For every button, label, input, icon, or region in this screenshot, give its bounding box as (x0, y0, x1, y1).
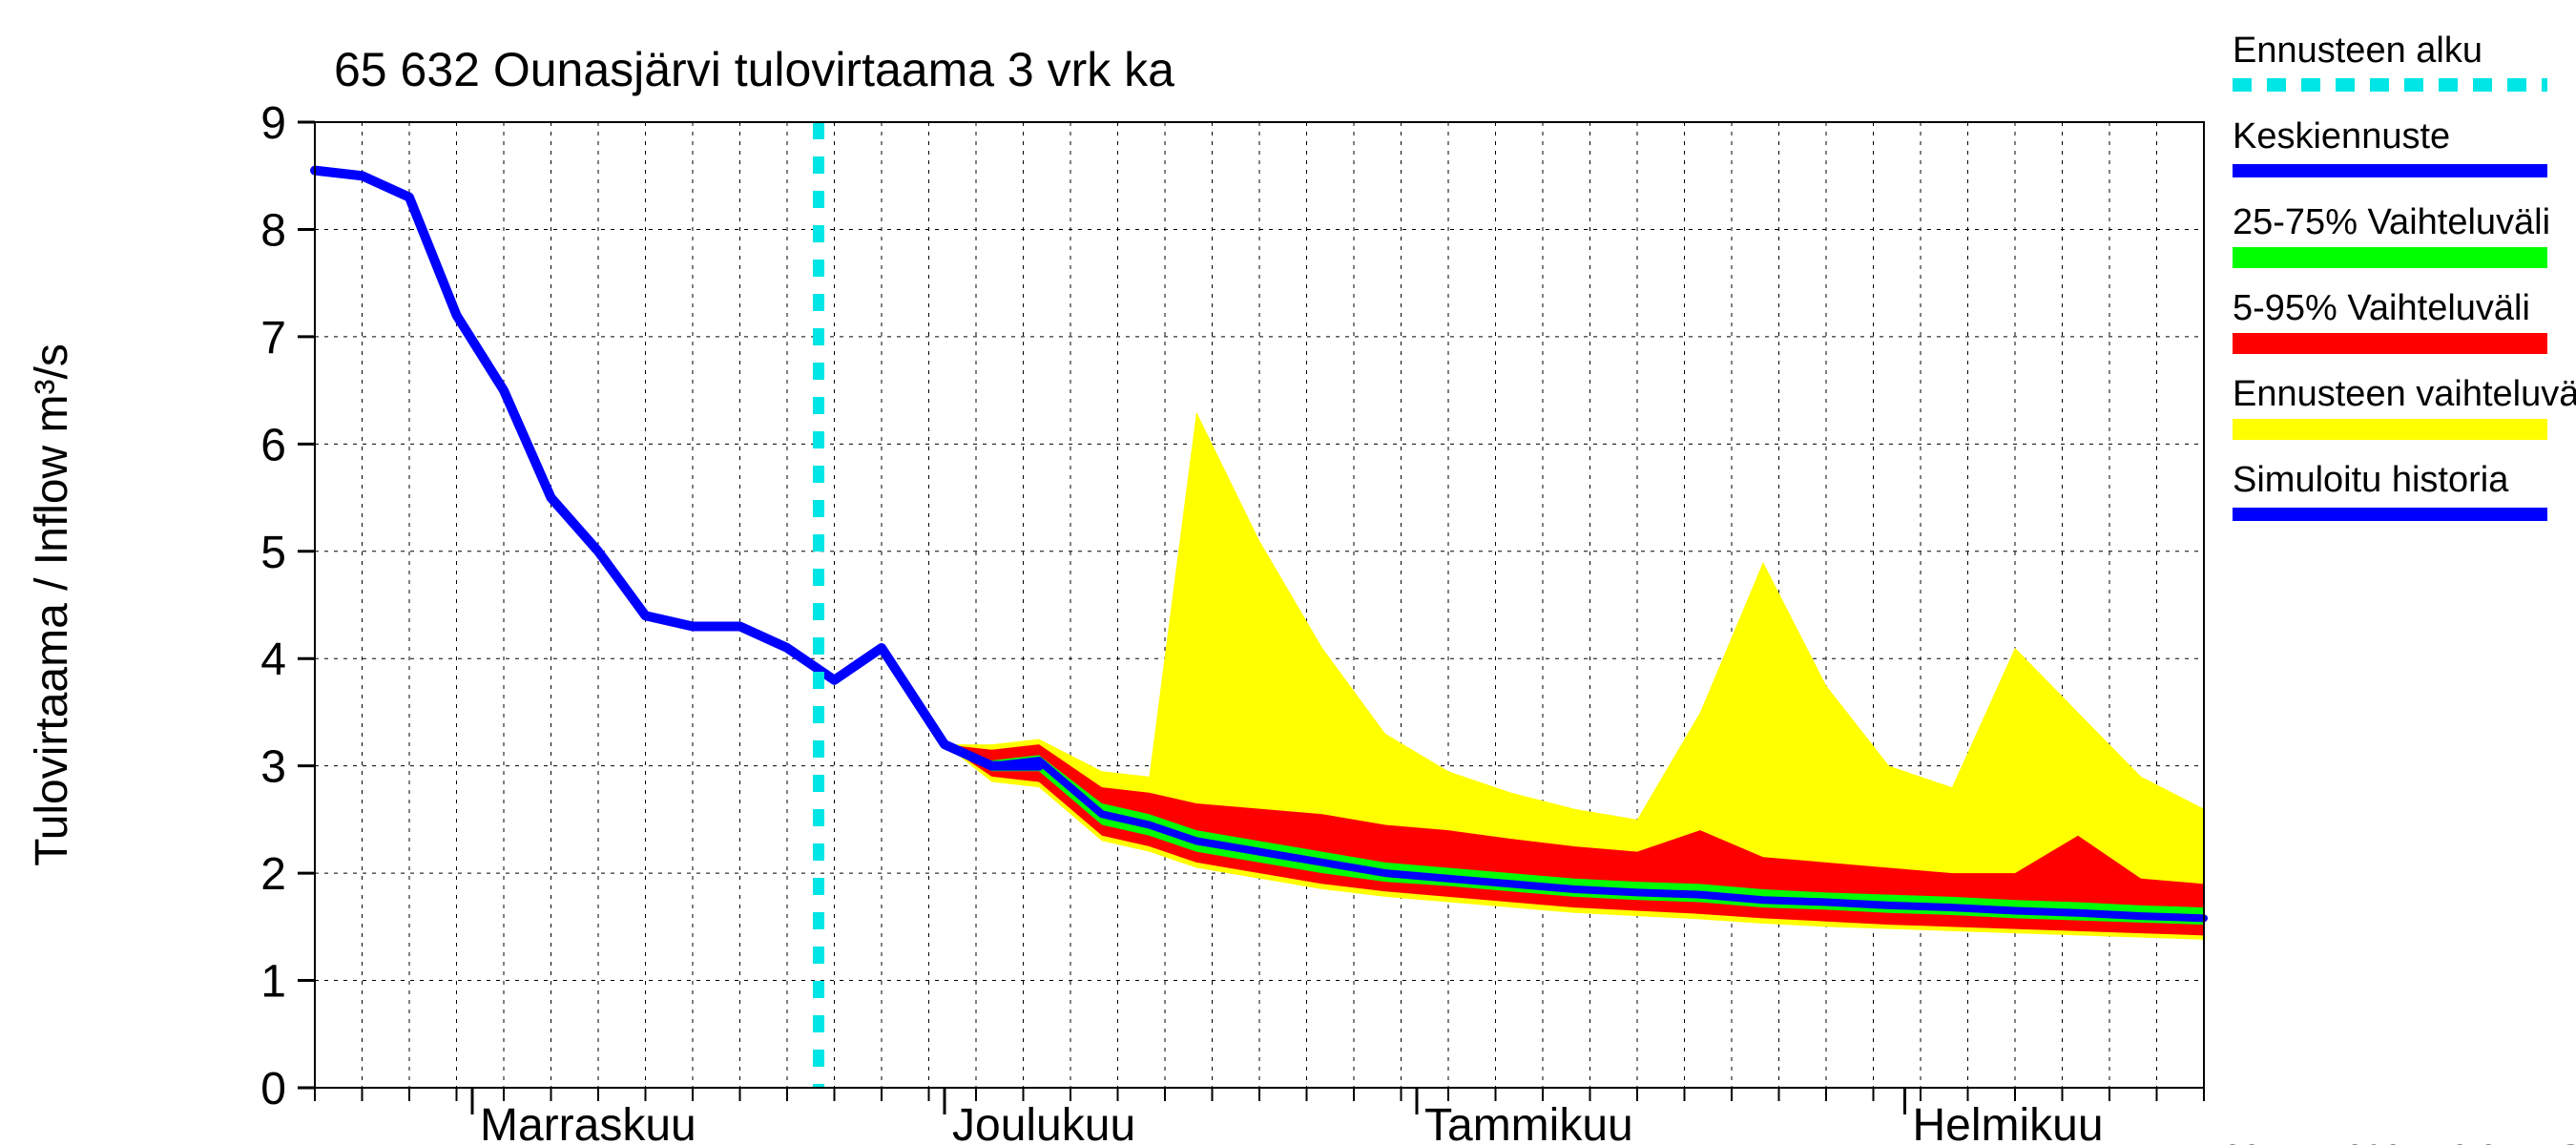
legend-label: 25-75% Vaihteluväli (2233, 202, 2550, 242)
x-month-label-top: Joulukuu (952, 1100, 1135, 1145)
legend-swatch (2233, 333, 2547, 354)
x-month-label-top: Tammikuu (1424, 1100, 1633, 1145)
legend-swatch (2233, 247, 2547, 268)
footer-timestamp: 22-Nov-2024 12:27 WSFS-O (2223, 1137, 2576, 1145)
legend-label: Keskiennuste (2233, 116, 2450, 156)
legend-swatch (2233, 164, 2547, 177)
legend-label: Ennusteen vaihteluväli (2233, 374, 2576, 414)
y-tick-label: 7 (260, 313, 286, 364)
y-tick-label: 2 (260, 849, 286, 900)
legend-label: Simuloitu historia (2233, 460, 2509, 500)
x-month-label-top: Helmikuu (1913, 1100, 2104, 1145)
chart-container: 0123456789Marraskuu2024JoulukuuDecemberT… (0, 0, 2576, 1145)
x-month-label-top: Marraskuu (480, 1100, 696, 1145)
y-axis-label: Tulovirtaama / Inflow m³/s (27, 344, 77, 866)
y-tick-label: 3 (260, 742, 286, 793)
chart-title: 65 632 Ounasjärvi tulovirtaama 3 vrk ka (334, 43, 1174, 96)
y-tick-label: 1 (260, 957, 286, 1008)
legend-label: 5-95% Vaihteluväli (2233, 288, 2530, 328)
y-tick-label: 6 (260, 420, 286, 470)
legend-label: Ennusteen alku (2233, 31, 2483, 71)
legend-swatch (2233, 508, 2547, 521)
y-tick-label: 0 (260, 1064, 286, 1114)
y-tick-label: 5 (260, 528, 286, 578)
y-tick-label: 8 (260, 205, 286, 256)
legend-swatch (2233, 419, 2547, 440)
y-tick-label: 4 (260, 635, 286, 685)
y-tick-label: 9 (260, 98, 286, 149)
chart-svg: 0123456789Marraskuu2024JoulukuuDecemberT… (0, 0, 2576, 1145)
